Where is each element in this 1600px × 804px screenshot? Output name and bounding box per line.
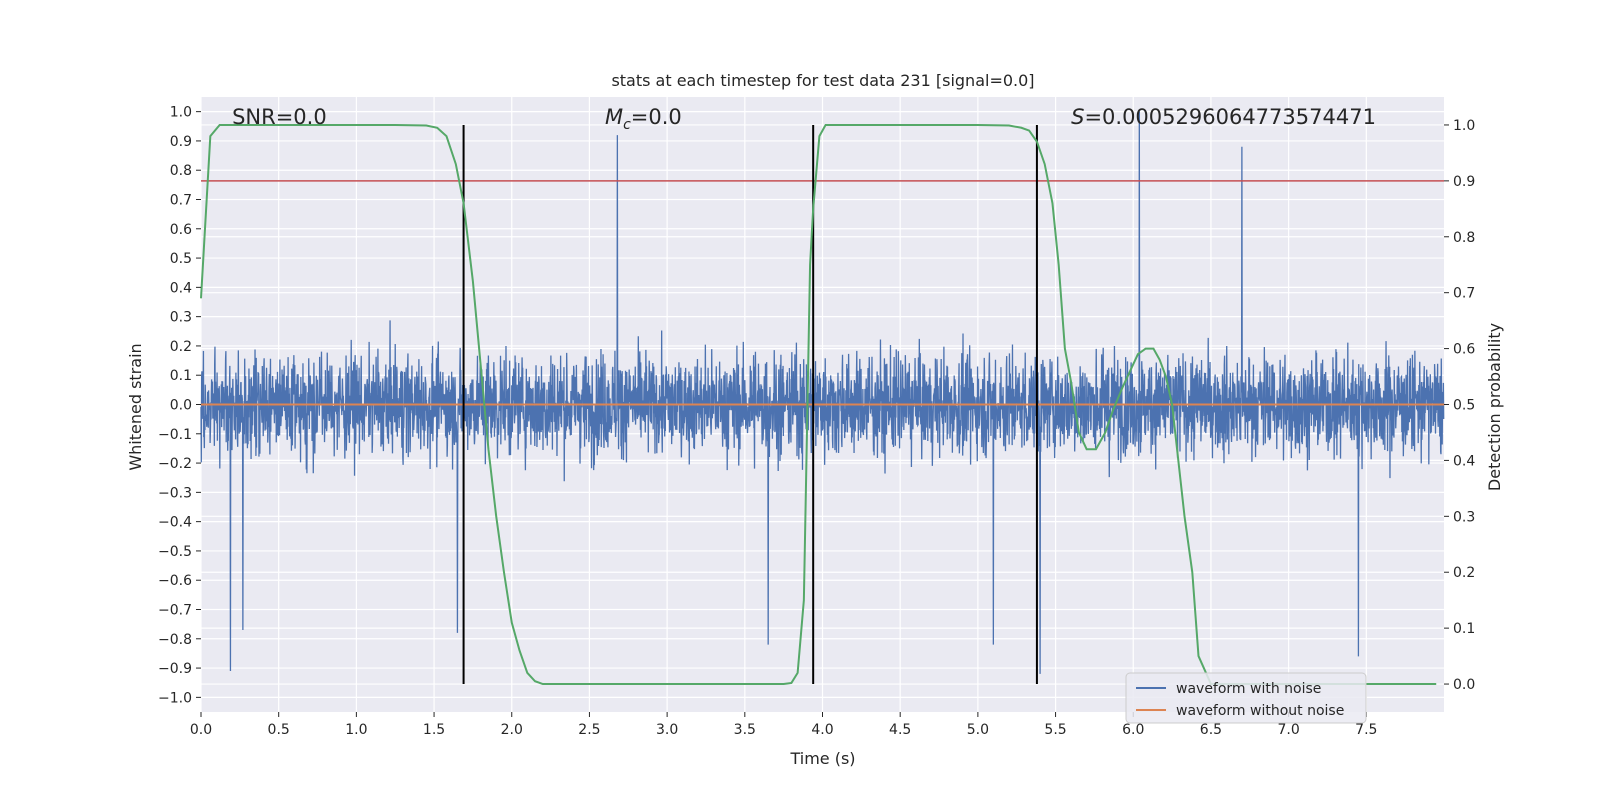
x-tick-label: 7.5 <box>1355 722 1377 738</box>
x-tick-label: 5.0 <box>967 722 989 738</box>
y-tick-label: −0.9 <box>158 661 192 677</box>
y2-tick-label: 0.8 <box>1453 230 1475 246</box>
y-tick-label: 0.1 <box>170 368 192 384</box>
annotation-snr: SNR=0.0 <box>232 105 327 129</box>
annotation-s: S=0.0005296064773574471 <box>1071 105 1376 129</box>
y2-tick-label: 0.6 <box>1453 342 1475 358</box>
y2-tick-label: 0.0 <box>1453 677 1475 693</box>
x-tick-label: 4.0 <box>811 722 833 738</box>
x-tick-label: 3.5 <box>734 722 756 738</box>
y-tick-label: −0.1 <box>158 427 192 443</box>
annotation-value: =0.0005296064773574471 <box>1084 105 1376 129</box>
x-tick-label: 1.0 <box>345 722 367 738</box>
probability-curve <box>200 123 1437 686</box>
x-axis-label: Time (s) <box>789 749 855 768</box>
annotation-symbol: S <box>1071 105 1084 129</box>
x-tick-label: 2.0 <box>501 722 523 738</box>
y-tick-label: 0.4 <box>170 280 192 296</box>
x-tick-label: 1.5 <box>423 722 445 738</box>
y-tick-label: 0.8 <box>170 163 192 179</box>
y-tick-label: −0.7 <box>158 603 192 619</box>
annotation-mc: Mc=0.0 <box>605 105 682 133</box>
legend-box <box>1125 672 1367 724</box>
y2-tick-label: 0.9 <box>1453 174 1475 190</box>
y2-axis-label: Detection probability <box>1485 323 1504 491</box>
legend-label: waveform with noise <box>1176 681 1321 697</box>
x-tick-label: 3.0 <box>656 722 678 738</box>
y-tick-label: −0.6 <box>158 573 192 589</box>
chart-title: stats at each timestep for test data 231… <box>611 71 1034 90</box>
x-tick-label: 6.5 <box>1200 722 1222 738</box>
x-tick-label: 2.5 <box>578 722 600 738</box>
y2-tick-label: 0.7 <box>1453 286 1475 302</box>
y-tick-label: −0.2 <box>158 456 192 472</box>
y2-tick-label: 1.0 <box>1453 118 1475 134</box>
x-tick-label: 6.0 <box>1122 722 1144 738</box>
y-tick-label: 0.5 <box>170 251 192 267</box>
y2-tick-label: 0.4 <box>1453 453 1475 469</box>
y2-tick-label: 0.3 <box>1453 509 1475 525</box>
legend-label: waveform without noise <box>1176 703 1344 719</box>
y-tick-label: 0.9 <box>170 134 192 150</box>
y-tick-label: −1.0 <box>158 690 192 706</box>
y-tick-label: 1.0 <box>170 105 192 121</box>
y-tick-label: −0.8 <box>158 632 192 648</box>
x-tick-label: 0.0 <box>190 722 212 738</box>
y-tick-label: 0.6 <box>170 222 192 238</box>
y-tick-label: −0.5 <box>158 544 192 560</box>
y-tick-label: −0.4 <box>158 515 192 531</box>
y-tick-label: 0.7 <box>170 193 192 209</box>
y-axis-label: Whitened strain <box>126 343 145 470</box>
y2-tick-label: 0.1 <box>1453 621 1475 637</box>
y-tick-label: 0.0 <box>170 398 192 414</box>
x-tick-label: 5.5 <box>1044 722 1066 738</box>
x-tick-label: 7.0 <box>1277 722 1299 738</box>
x-tick-label: 4.5 <box>889 722 911 738</box>
annotation-value: SNR=0.0 <box>232 105 327 129</box>
y-tick-label: 0.3 <box>170 310 192 326</box>
y-tick-label: −0.3 <box>158 485 192 501</box>
y-tick-label: 0.2 <box>170 339 192 355</box>
x-tick-label: 0.5 <box>268 722 290 738</box>
y2-tick-label: 0.2 <box>1453 565 1475 581</box>
annotation-value: =0.0 <box>631 105 682 129</box>
annotation-symbol: M <box>605 105 623 129</box>
annotation-subscript: c <box>623 117 631 133</box>
y2-tick-label: 0.5 <box>1453 398 1475 414</box>
